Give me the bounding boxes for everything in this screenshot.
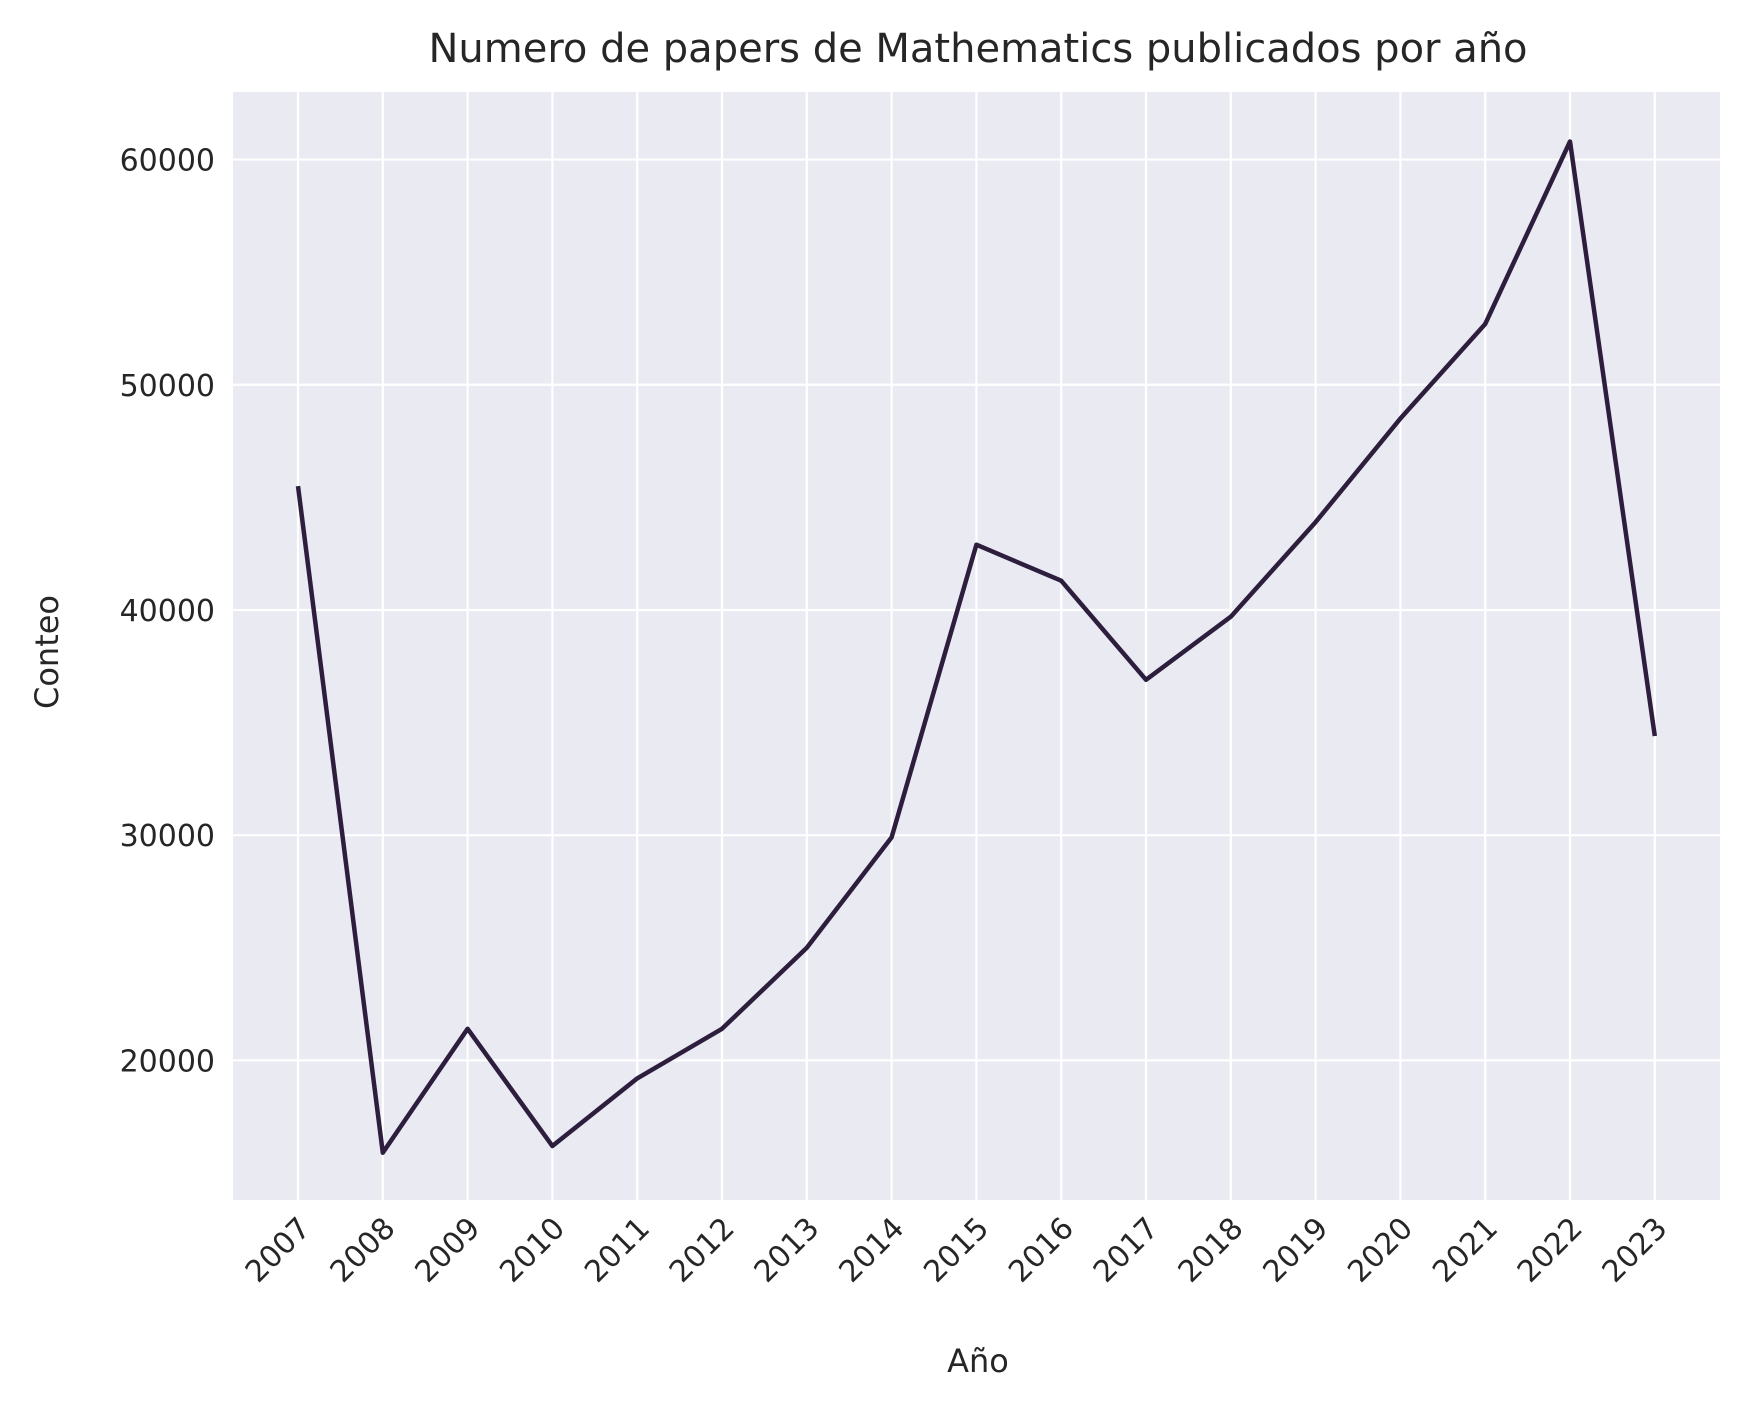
x-tick-label: 2007 (239, 1211, 318, 1290)
x-tick-label: 2023 (1596, 1211, 1675, 1290)
y-tick-label: 60000 (120, 144, 215, 179)
x-tick-label: 2011 (578, 1211, 657, 1290)
x-tick-label: 2018 (1172, 1211, 1251, 1290)
y-tick-label: 50000 (120, 369, 215, 404)
x-tick-label: 2009 (409, 1211, 488, 1290)
x-tick-label: 2010 (493, 1211, 572, 1290)
x-tick-label: 2019 (1257, 1211, 1336, 1290)
x-tick-label: 2021 (1426, 1211, 1505, 1290)
x-tick-label: 2008 (324, 1211, 403, 1290)
x-tick-label: 2016 (1002, 1211, 1081, 1290)
grid (233, 92, 1720, 1200)
y-axis-ticks: 20000 30000 40000 50000 60000 (120, 144, 215, 1080)
x-tick-label: 2020 (1341, 1211, 1420, 1290)
x-tick-label: 2013 (748, 1211, 827, 1290)
x-axis-label: Año (947, 1342, 1009, 1380)
x-tick-label: 2012 (663, 1211, 742, 1290)
series-line (295, 139, 1658, 1155)
x-tick-label: 2022 (1511, 1211, 1590, 1290)
y-tick-label: 30000 (120, 819, 215, 854)
y-axis-label: Conteo (28, 595, 66, 709)
x-tick-label: 2017 (1087, 1211, 1166, 1290)
chart-title: Numero de papers de Mathematics publicad… (428, 26, 1527, 72)
x-axis-ticks: 2007 2008 2009 2010 2011 2012 2013 2014 2015 2016… (239, 1211, 1675, 1290)
x-tick-label: 2015 (917, 1211, 996, 1290)
x-tick-label: 2014 (833, 1211, 912, 1290)
series-layer (295, 139, 1658, 1155)
y-tick-label: 20000 (120, 1044, 215, 1079)
y-tick-label: 40000 (120, 594, 215, 629)
